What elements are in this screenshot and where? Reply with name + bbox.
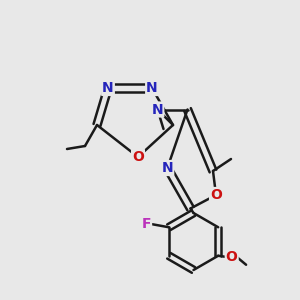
Text: F: F [142, 217, 151, 231]
Text: O: O [226, 250, 238, 264]
Text: N: N [152, 103, 163, 116]
Text: O: O [210, 188, 222, 202]
Text: N: N [146, 81, 158, 95]
Text: O: O [132, 150, 144, 164]
Text: N: N [162, 161, 173, 175]
Text: N: N [102, 81, 114, 95]
